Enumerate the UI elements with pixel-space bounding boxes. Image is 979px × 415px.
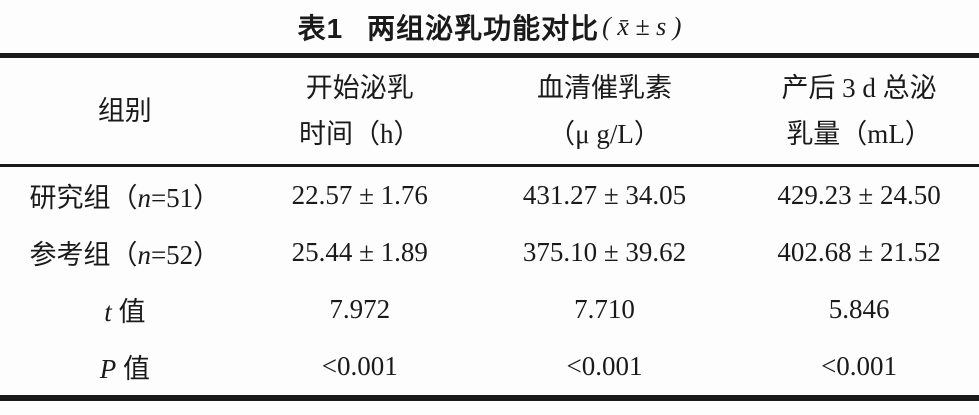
row-label-text: 值 [111,297,146,327]
row-label-variable: n [137,183,151,213]
table-row-t-value: t 值 7.972 7.710 5.846 [0,281,979,338]
row-label-t-value: t 值 [0,281,250,338]
lactation-comparison-table: 组别 开始泌乳 时间（h） 血清催乳素 （μ g/L） 产后 3 d 总泌 乳量… [0,53,979,401]
table-cell: 375.10 ± 39.62 [522,237,687,267]
table-cell: <0.001 [321,351,398,381]
row-label-reference-group: 参考组（n=52） [0,224,250,281]
column-header-lactation-onset-time: 开始泌乳 时间（h） [249,55,470,167]
stat-notation: ( x̄ ± s ) [602,11,682,41]
row-label-text: =52） [150,240,221,270]
header-row: 组别 开始泌乳 时间（h） 血清催乳素 （μ g/L） 产后 3 d 总泌 乳量… [0,55,979,167]
table-row-study-group: 研究组（n=51） 22.57 ± 1.76 431.27 ± 34.05 42… [0,166,979,225]
table-cell: 25.44 ± 1.89 [291,237,428,267]
table-cell: 431.27 ± 34.05 [522,180,687,210]
row-label-variable: t [104,297,112,327]
table-cell: 7.710 [574,294,635,324]
row-label-variable: P [99,354,117,384]
table-cell: <0.001 [821,351,898,381]
table-number: 表1 [297,12,344,44]
header-line: 血清催乳素 [537,73,673,103]
table-cell: <0.001 [566,351,643,381]
header-line: 组别 [97,96,152,126]
header-line: 产后 3 d 总泌 [781,73,937,103]
row-label-p-value: P 值 [0,338,250,398]
column-header-group: 组别 [0,55,250,167]
table-cell: 22.57 ± 1.76 [291,180,428,210]
header-line: （μ g/L） [548,119,661,149]
table-cell: 429.23 ± 24.50 [777,180,941,210]
table-row-reference-group: 参考组（n=52） 25.44 ± 1.89 375.10 ± 39.62 40… [0,224,979,281]
row-label-text: 研究组（ [29,183,138,213]
row-label-variable: n [137,240,151,270]
row-label-text: 参考组（ [29,240,138,270]
row-label-study-group: 研究组（n=51） [0,166,250,225]
table-caption: 表1 两组泌乳功能对比 ( x̄ ± s ) [0,0,979,53]
table-cell: 5.846 [828,294,890,324]
row-label-text: =51） [150,183,221,213]
table-cell: 7.972 [329,294,391,324]
table-row-p-value: P 值 <0.001 <0.001 <0.001 [0,338,979,398]
header-line: 乳量（mL） [786,119,932,149]
header-line: 开始泌乳 [305,73,414,103]
header-line: 时间（h） [299,119,421,149]
row-label-text: 值 [116,354,150,384]
column-header-total-milk-3d: 产后 3 d 总泌 乳量（mL） [739,55,979,167]
column-header-serum-prolactin: 血清催乳素 （μ g/L） [469,55,740,167]
table-caption-text: 两组泌乳功能对比 [367,12,600,44]
table-cell: 402.68 ± 21.52 [777,237,941,267]
